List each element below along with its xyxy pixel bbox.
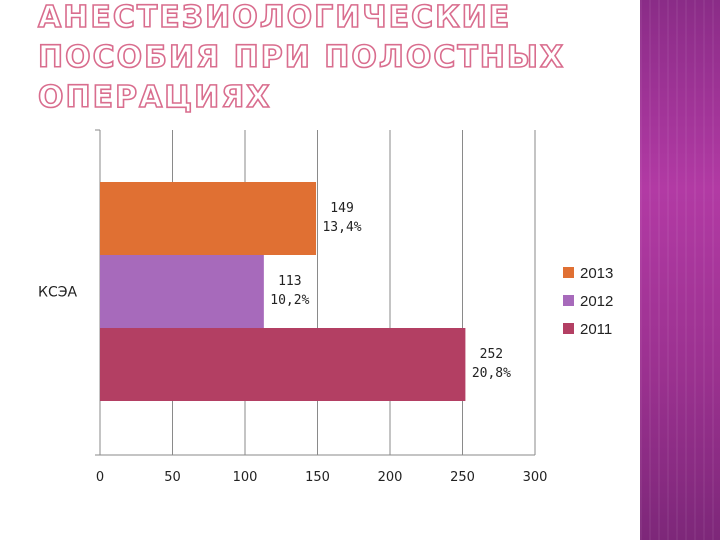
bar-2011	[100, 328, 466, 401]
x-tick-label: 0	[96, 470, 104, 485]
x-tick-label: 250	[450, 470, 475, 485]
legend-swatch-2013	[563, 267, 574, 278]
category-label: КСЭА	[38, 285, 77, 301]
bars	[100, 182, 466, 401]
legend-swatch-2011	[563, 323, 574, 334]
data-label-2013: 149 13,4%	[322, 201, 361, 235]
legend-label-2013: 2013	[580, 265, 613, 282]
x-tick-label: 100	[233, 470, 258, 485]
x-tick-labels: 0 50 100 150 200 250 300	[96, 470, 548, 485]
x-tick-label: 150	[305, 470, 330, 485]
x-tick-label: 50	[164, 470, 181, 485]
data-labels: 149 13,4% 113 10,2% 252 20,8%	[270, 201, 511, 381]
bar-2013	[100, 182, 317, 255]
slide-title-line-3: ОПЕРАЦИЯХ	[37, 79, 272, 116]
legend-swatch-2012	[563, 295, 574, 306]
bar-2012	[100, 255, 264, 328]
x-tick-label: 300	[523, 470, 548, 485]
decorative-side-band	[640, 0, 720, 540]
legend-label-2011: 2011	[580, 321, 612, 338]
slide-title-line-1: АНЕСТЕЗИОЛОГИЧЕСКИЕ	[37, 0, 512, 36]
data-label-2011: 252 20,8%	[472, 347, 511, 381]
slide-title-line-2: ПОСОБИЯ ПРИ ПОЛОСТНЫХ	[37, 39, 566, 76]
x-tick-label: 200	[378, 470, 403, 485]
category-labels: КСЭА	[38, 285, 77, 301]
data-label-2012: 113 10,2%	[270, 274, 309, 308]
bar-chart: 149 13,4% 113 10,2% 252 20,8% 0 50 100 150 200 250…	[38, 129, 613, 485]
legend-label-2012: 2012	[580, 293, 613, 310]
legend: 2013 2012 2011	[563, 265, 613, 338]
